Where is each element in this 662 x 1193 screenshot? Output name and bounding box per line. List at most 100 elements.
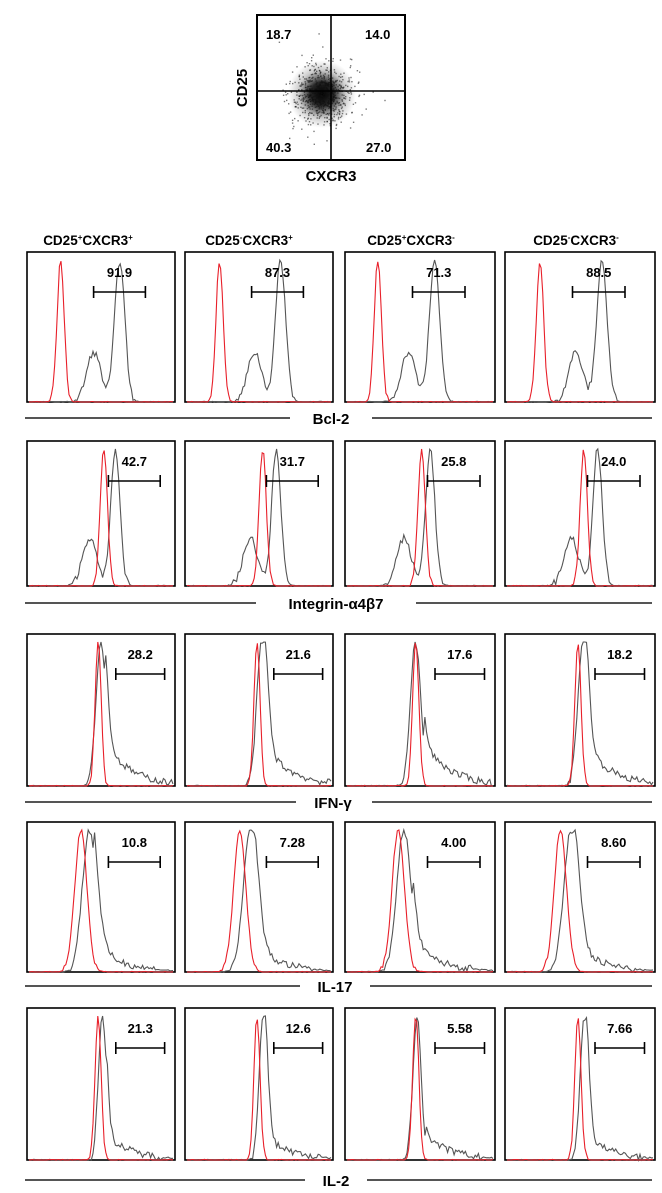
scatter-point [324,102,326,104]
scatter-point [304,111,306,114]
scatter-point [312,76,314,79]
scatter-point [318,107,321,109]
scatter-point [323,111,325,113]
scatter-point [316,110,318,112]
scatter-point [322,94,325,96]
scatter-point [340,121,342,123]
scatter-point [326,87,328,89]
gate-percent-label: 91.9 [107,265,132,280]
scatter-point [333,88,335,90]
scatter-point [321,80,323,82]
scatter-point [308,114,310,117]
scatter-point [336,113,338,116]
gate-percent-label: 5.58 [447,1021,472,1036]
scatter-point [328,112,331,114]
panel-frame [344,1007,496,1161]
scatter-point [304,95,307,97]
scatter-point [344,98,347,100]
gate-percent-label: 18.2 [607,647,632,662]
scatter-point [344,103,346,105]
scatter-point [306,79,308,82]
scatter-point [289,82,291,85]
scatter-point [333,110,335,112]
scatter-point [307,123,310,126]
scatter-point [309,95,311,97]
scatter-point [349,66,351,69]
histogram-panel: 21.6 [184,633,334,787]
scatter-point [310,118,312,120]
scatter-point [323,124,325,126]
scatter-point [300,106,302,108]
scatter-point [332,80,334,82]
scatter-point [332,98,334,101]
control-histogram-curve [28,828,174,973]
scatter-point [300,99,302,101]
scatter-point [323,63,325,65]
scatter-point [289,137,291,140]
scatter-point [288,112,290,115]
control-histogram-curve [347,448,494,587]
histogram-panel: 88.5 [504,251,656,403]
column-header: CD25-CXCR3+ [205,233,293,248]
scatter-point [310,124,312,126]
scatter-point [331,102,333,105]
scatter-point [322,100,325,102]
scatter-point [301,84,304,86]
scatter-point [317,66,320,69]
scatter-point [324,83,326,85]
scatter-point [345,113,348,115]
quadrant-bottom-right-value: 27.0 [366,140,391,155]
scatter-point [314,101,316,104]
scatter-point [333,82,335,84]
scatter-point [312,99,314,101]
scatter-point [340,81,343,83]
scatter-point [315,64,317,66]
panel-frame [26,251,176,403]
scatter-point [318,33,320,35]
scatter-point [332,60,334,62]
scatter-point [308,113,310,115]
scatter-point [322,88,324,90]
scatter-point [334,71,336,73]
scatter-point [336,100,338,103]
scatter-point [327,84,329,86]
panel-frame [344,821,496,973]
scatter-point [334,103,337,105]
scatter-point [324,73,326,75]
scatter-point [328,118,330,121]
scatter-point [309,100,312,103]
scatter-point [308,99,310,102]
scatter-point [323,112,325,114]
scatter-point [307,96,310,98]
scatter-point [361,114,363,116]
scatter-point [308,88,311,90]
scatter-point [326,69,328,71]
scatter-point [341,106,343,108]
row-marker-label: IFN-γ [314,795,352,812]
gate-percent-label: 31.7 [280,454,305,469]
scatter-point [321,77,323,79]
histogram-panel: 42.7 [26,440,176,587]
histogram-panel: 7.66 [504,1007,656,1163]
scatter-point [316,95,318,97]
scatter-x-axis-label: CXCR3 [306,168,357,185]
scatter-point [311,77,313,79]
scatter-point [319,71,322,73]
gate-percent-label: 25.8 [441,454,466,469]
scatter-point [320,103,323,106]
histogram-row: 91.9 87.3 71.3 88.5 Bcl-2 [25,251,656,428]
column-header: CD25+CXCR3- [367,233,455,248]
control-histogram-curve [186,1019,331,1161]
scatter-point [340,107,343,110]
scatter-point [307,100,309,102]
scatter-point [333,100,335,102]
scatter-point [296,91,298,93]
scatter-point [311,100,313,102]
scatter-point [322,110,325,112]
scatter-point [325,69,327,71]
scatter-point [304,81,306,83]
scatter-point [284,91,287,93]
scatter-point [313,114,315,116]
scatter-point [339,80,341,82]
control-histogram-curve [347,261,494,403]
